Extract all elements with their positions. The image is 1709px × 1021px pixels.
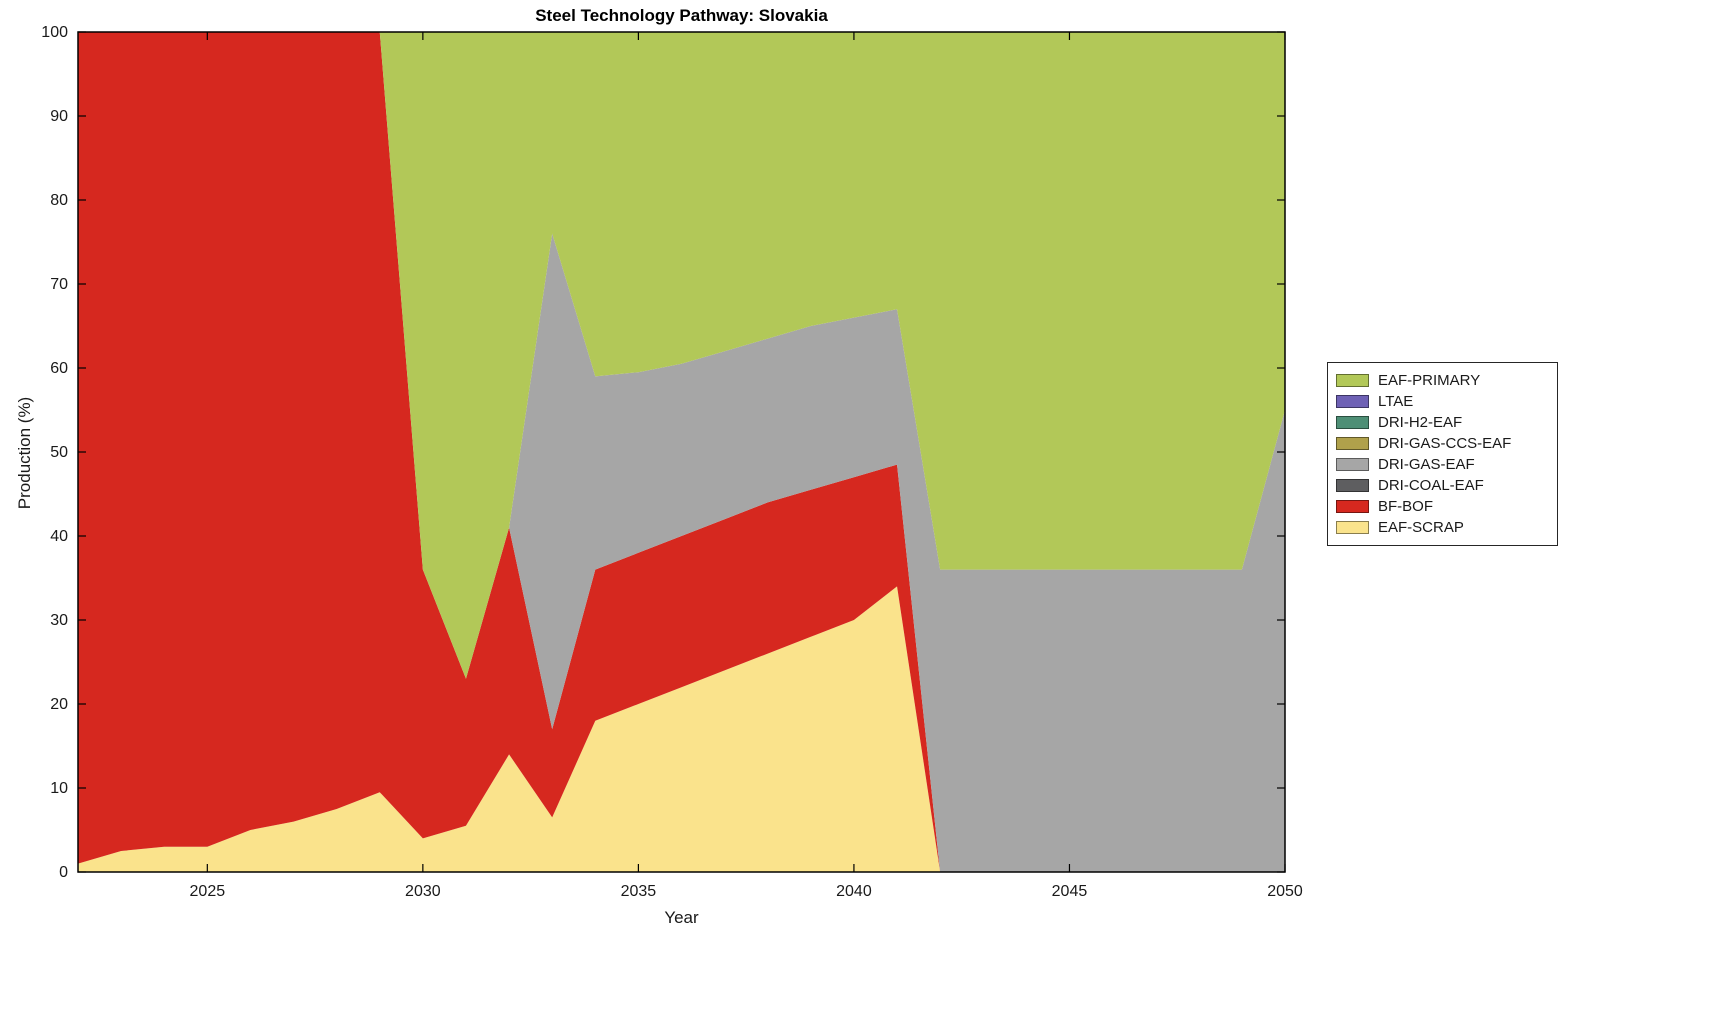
y-tick-label: 80	[50, 192, 68, 209]
y-tick-label: 100	[41, 24, 68, 41]
legend-label: DRI-GAS-EAF	[1378, 456, 1475, 473]
chart-title: Steel Technology Pathway: Slovakia	[535, 6, 828, 25]
legend-item-dri-h2-eaf: DRI-H2-EAF	[1336, 412, 1548, 433]
legend: EAF-PRIMARY LTAE DRI-H2-EAF DRI-GAS-CCS-EAF…	[1327, 362, 1558, 546]
legend-item-eaf-primary: EAF-PRIMARY	[1336, 370, 1548, 391]
x-tick-label: 2050	[1267, 883, 1303, 900]
area-dri-gas-eaf	[78, 32, 1285, 872]
legend-swatch-ltae	[1336, 395, 1369, 408]
area-bf-bof	[78, 32, 1285, 872]
legend-label: DRI-H2-EAF	[1378, 414, 1463, 431]
y-tick-label: 20	[50, 696, 68, 713]
x-tick-label: 2045	[1052, 883, 1088, 900]
legend-label: EAF-PRIMARY	[1378, 372, 1481, 389]
legend-item-dri-coal-eaf: DRI-COAL-EAF	[1336, 475, 1548, 496]
x-tick-label: 2040	[836, 883, 872, 900]
legend-item-dri-gas-ccs-eaf: DRI-GAS-CCS-EAF	[1336, 433, 1548, 454]
legend-label: LTAE	[1378, 393, 1414, 410]
legend-item-eaf-scrap: EAF-SCRAP	[1336, 517, 1548, 538]
legend-label: DRI-COAL-EAF	[1378, 477, 1484, 494]
legend-label: DRI-GAS-CCS-EAF	[1378, 435, 1512, 452]
area-eaf-primary	[78, 32, 1285, 679]
legend-item-bf-bof: BF-BOF	[1336, 496, 1548, 517]
legend-swatch-dri-gas-eaf	[1336, 458, 1369, 471]
y-tick-label: 30	[50, 612, 68, 629]
y-tick-label: 90	[50, 108, 68, 125]
area-eaf-scrap	[78, 586, 1285, 872]
legend-swatch-dri-gas-ccs-eaf	[1336, 437, 1369, 450]
y-tick-label: 10	[50, 780, 68, 797]
legend-item-dri-gas-eaf: DRI-GAS-EAF	[1336, 454, 1548, 475]
x-axis-label: Year	[664, 908, 699, 927]
y-tick-label: 0	[59, 864, 68, 881]
legend-swatch-eaf-scrap	[1336, 521, 1369, 534]
legend-label: BF-BOF	[1378, 498, 1433, 515]
y-tick-label: 60	[50, 360, 68, 377]
legend-swatch-dri-h2-eaf	[1336, 416, 1369, 429]
y-tick-label: 40	[50, 528, 68, 545]
y-tick-label: 50	[50, 444, 68, 461]
y-tick-label: 70	[50, 276, 68, 293]
x-tick-label: 2025	[190, 883, 226, 900]
legend-label: EAF-SCRAP	[1378, 519, 1464, 536]
legend-item-ltae: LTAE	[1336, 391, 1548, 412]
legend-swatch-eaf-primary	[1336, 374, 1369, 387]
legend-swatch-dri-coal-eaf	[1336, 479, 1369, 492]
x-tick-label: 2030	[405, 883, 441, 900]
legend-swatch-bf-bof	[1336, 500, 1369, 513]
x-tick-label: 2035	[621, 883, 657, 900]
